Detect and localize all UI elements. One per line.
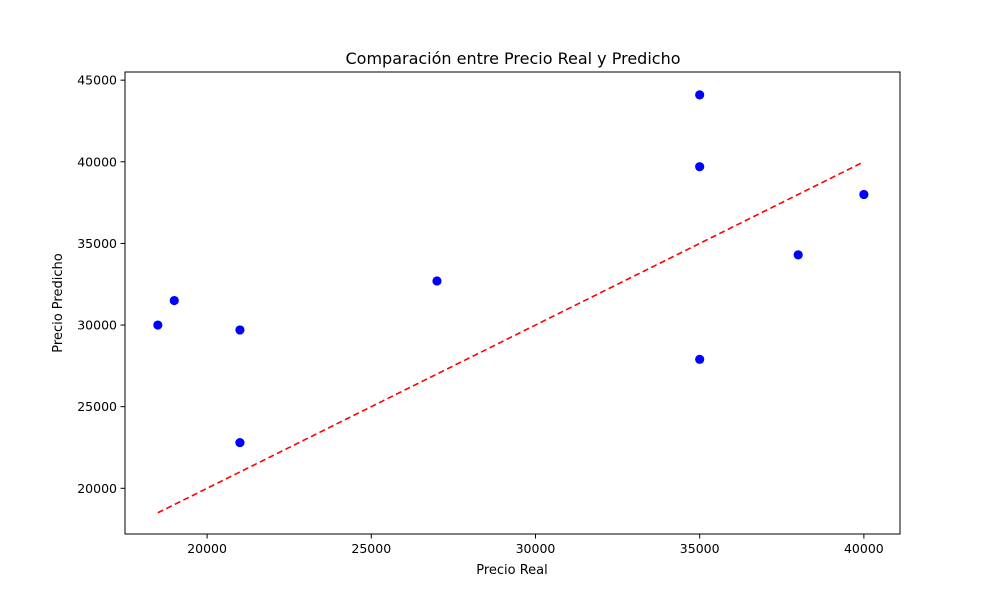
data-point	[793, 250, 803, 260]
x-axis-label: Precio Real	[476, 563, 548, 578]
data-point	[235, 325, 245, 335]
data-point	[695, 162, 705, 172]
x-tick-label: 20000	[187, 541, 227, 556]
data-point	[153, 320, 163, 330]
y-tick-label: 35000	[77, 236, 117, 251]
data-points	[153, 90, 869, 448]
y-tick-label: 20000	[77, 481, 117, 496]
data-point	[235, 437, 245, 448]
x-tick-label: 25000	[351, 541, 391, 556]
data-point	[695, 90, 705, 100]
y-tick-label: 25000	[77, 399, 117, 414]
x-tick-label: 30000	[516, 541, 556, 556]
data-point	[695, 354, 705, 364]
x-tick-label: 40000	[844, 541, 884, 556]
plot-area	[124, 71, 901, 535]
data-point	[432, 276, 442, 286]
y-axis: 20000 25000 30000 35000 40000 45000	[77, 73, 125, 496]
y-tick-label: 45000	[77, 73, 117, 88]
y-axis-label: Precio Predicho	[51, 253, 66, 352]
x-tick-label: 35000	[680, 541, 720, 556]
reference-line	[157, 161, 865, 514]
chart-title: Comparación entre Precio Real y Predicho	[345, 49, 680, 68]
x-axis: 20000 25000 30000 35000 40000	[187, 534, 884, 556]
y-tick-label: 30000	[77, 318, 117, 333]
data-point	[169, 295, 179, 306]
data-point	[859, 189, 869, 200]
y-tick-label: 40000	[77, 154, 117, 169]
